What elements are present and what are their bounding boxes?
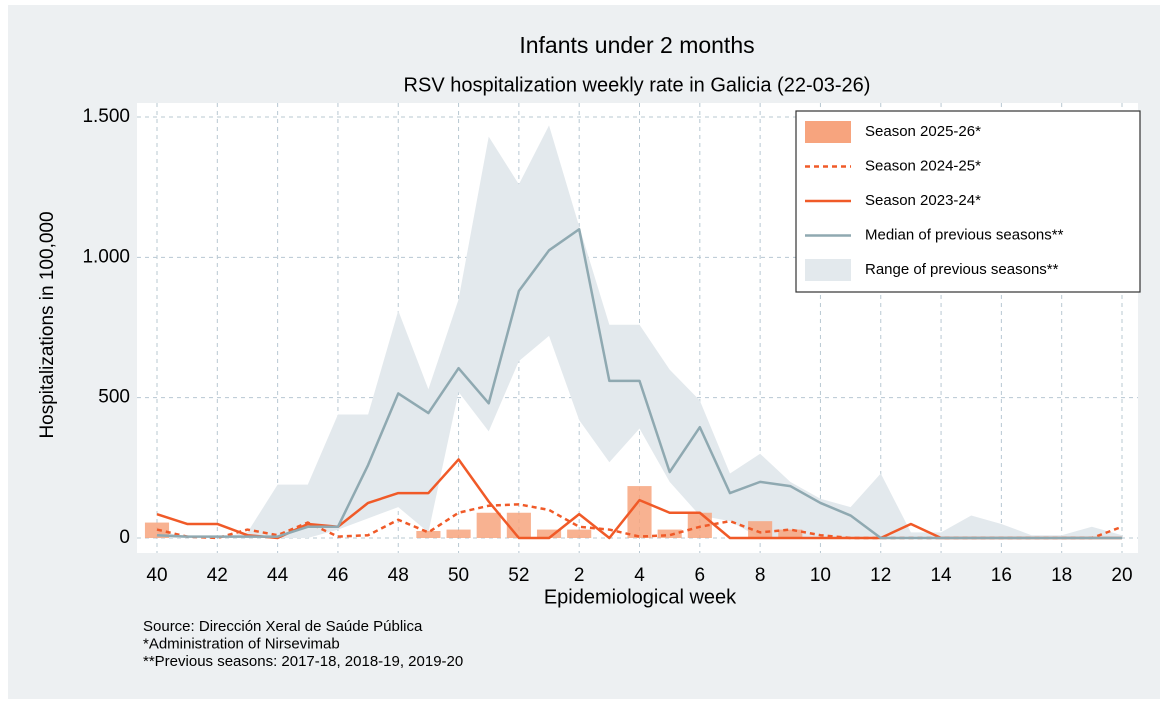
line [156,228,1122,540]
x-tick-label: 10 [810,565,831,586]
x-tick-label: 8 [755,565,766,586]
x-tick-label: 12 [870,565,891,586]
x-tick-label: 2 [574,565,585,586]
legend: Season 2025-26* Season 2024-25* Season 202… [795,110,1141,293]
x-tick-label: 4 [634,565,645,586]
legend-label: Season 2023-24* [865,192,981,209]
x-axis-label: Epidemiological week [544,586,737,608]
legend-swatch [805,259,851,281]
bar [416,530,441,538]
range-area [157,125,1122,539]
bar [446,529,471,538]
bar [748,521,773,538]
y-tick-label: 1.000 [82,246,130,267]
x-tick-label: 46 [327,565,348,586]
y-axis-label: Hospitalizations in 100,000 [37,211,58,438]
bar [567,529,592,538]
x-tick-label: 40 [146,565,167,586]
note: *Administration of Nirsevimab [143,635,340,652]
chart-subtitle: RSV hospitalization weekly rate in Galic… [404,74,871,96]
bar [536,529,562,538]
bar [476,512,501,538]
x-tick-label: 18 [1051,565,1072,586]
x-tick-label: 52 [508,565,529,586]
legend-swatch [805,121,851,143]
note: **Previous seasons: 2017-18, 2018-19, 20… [143,653,463,670]
x-tick-label: 16 [991,565,1012,586]
legend-label: Season 2025-26* [865,123,981,140]
bar [778,529,803,538]
x-tick-label: 14 [930,565,952,586]
chart-title: Infants under 2 months [519,32,754,58]
legend-label: Median of previous seasons** [865,226,1064,243]
x-tick-label: 48 [388,565,409,586]
x-tick-label: 6 [695,565,706,586]
x-tick-label: 50 [448,565,469,586]
note: Source: Dirección Xeral de Saúde Pública [143,618,423,635]
bar [506,512,531,538]
y-tick-label: 500 [98,387,130,408]
legend-box [795,110,1141,293]
x-tick-label: 42 [207,565,228,586]
y-tick-label: 0 [119,527,130,548]
notes: Source: Dirección Xeral de Saúde Pública… [143,618,463,670]
bar [657,529,682,538]
legend-label: Season 2024-25* [865,157,981,174]
x-tick-label: 20 [1111,565,1132,586]
y-tick-label: 1.500 [82,106,130,127]
x-tick-label: 44 [267,565,289,586]
legend-label: Range of previous seasons** [865,261,1059,278]
